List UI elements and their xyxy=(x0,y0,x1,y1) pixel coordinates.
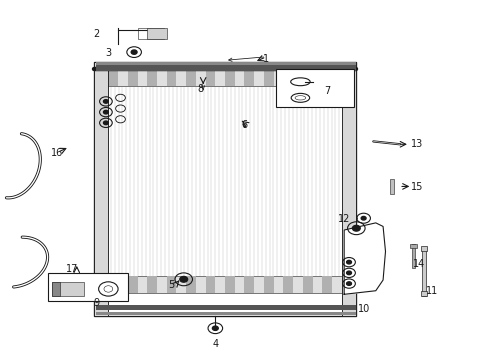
Text: 15: 15 xyxy=(410,182,423,192)
Text: 5: 5 xyxy=(168,280,174,291)
Bar xyxy=(264,276,273,293)
Text: 17: 17 xyxy=(65,264,78,274)
Bar xyxy=(411,244,414,267)
Bar xyxy=(147,28,166,39)
Circle shape xyxy=(352,225,360,231)
Circle shape xyxy=(180,276,187,282)
Text: 1: 1 xyxy=(263,54,269,64)
Circle shape xyxy=(346,271,351,275)
Bar xyxy=(420,291,427,296)
Text: 3: 3 xyxy=(105,48,111,58)
Bar xyxy=(224,276,234,293)
Bar xyxy=(276,69,353,107)
Bar xyxy=(137,28,164,39)
Bar xyxy=(186,276,196,293)
Bar xyxy=(244,70,254,86)
Circle shape xyxy=(346,282,351,285)
Bar xyxy=(147,70,157,86)
Bar xyxy=(322,70,331,86)
Bar xyxy=(409,244,416,248)
Bar xyxy=(420,246,427,251)
Bar xyxy=(96,62,356,65)
Bar xyxy=(52,282,84,296)
Bar xyxy=(205,276,215,293)
Bar xyxy=(47,273,127,301)
Bar xyxy=(205,70,215,86)
Bar xyxy=(52,282,60,296)
Bar xyxy=(283,276,292,293)
Bar xyxy=(302,70,312,86)
Bar xyxy=(389,179,393,194)
Bar xyxy=(166,276,176,293)
Bar xyxy=(166,70,176,86)
Circle shape xyxy=(103,100,108,103)
Bar xyxy=(147,276,157,293)
Bar xyxy=(108,276,341,293)
Bar xyxy=(283,70,292,86)
Bar xyxy=(94,62,356,316)
Bar xyxy=(108,276,118,293)
Bar xyxy=(224,70,234,86)
Text: 10: 10 xyxy=(357,303,369,314)
Text: 13: 13 xyxy=(410,139,423,149)
Bar xyxy=(127,276,137,293)
Text: 14: 14 xyxy=(412,259,425,269)
Circle shape xyxy=(212,326,218,330)
Bar xyxy=(127,70,137,86)
Bar xyxy=(96,312,356,315)
Text: 6: 6 xyxy=(241,120,247,130)
Text: 11: 11 xyxy=(425,286,437,296)
Bar xyxy=(96,305,356,310)
Bar xyxy=(186,70,196,86)
Circle shape xyxy=(361,216,366,220)
Bar xyxy=(96,65,356,71)
Bar xyxy=(244,276,254,293)
Bar xyxy=(94,62,108,316)
Text: 4: 4 xyxy=(212,339,218,349)
Bar xyxy=(264,70,273,86)
Circle shape xyxy=(131,50,137,54)
Circle shape xyxy=(103,121,108,125)
Circle shape xyxy=(346,260,351,264)
Bar xyxy=(341,62,356,316)
Text: 9: 9 xyxy=(93,298,99,308)
Bar xyxy=(322,276,331,293)
Bar xyxy=(108,70,118,86)
Text: 16: 16 xyxy=(51,148,63,158)
Bar xyxy=(421,249,425,296)
Text: 8: 8 xyxy=(197,84,203,94)
Text: 2: 2 xyxy=(93,28,99,39)
Polygon shape xyxy=(344,223,385,294)
Bar xyxy=(108,70,341,86)
Circle shape xyxy=(103,111,108,114)
Bar xyxy=(302,276,312,293)
Text: 12: 12 xyxy=(337,214,349,224)
Text: 7: 7 xyxy=(324,86,329,96)
